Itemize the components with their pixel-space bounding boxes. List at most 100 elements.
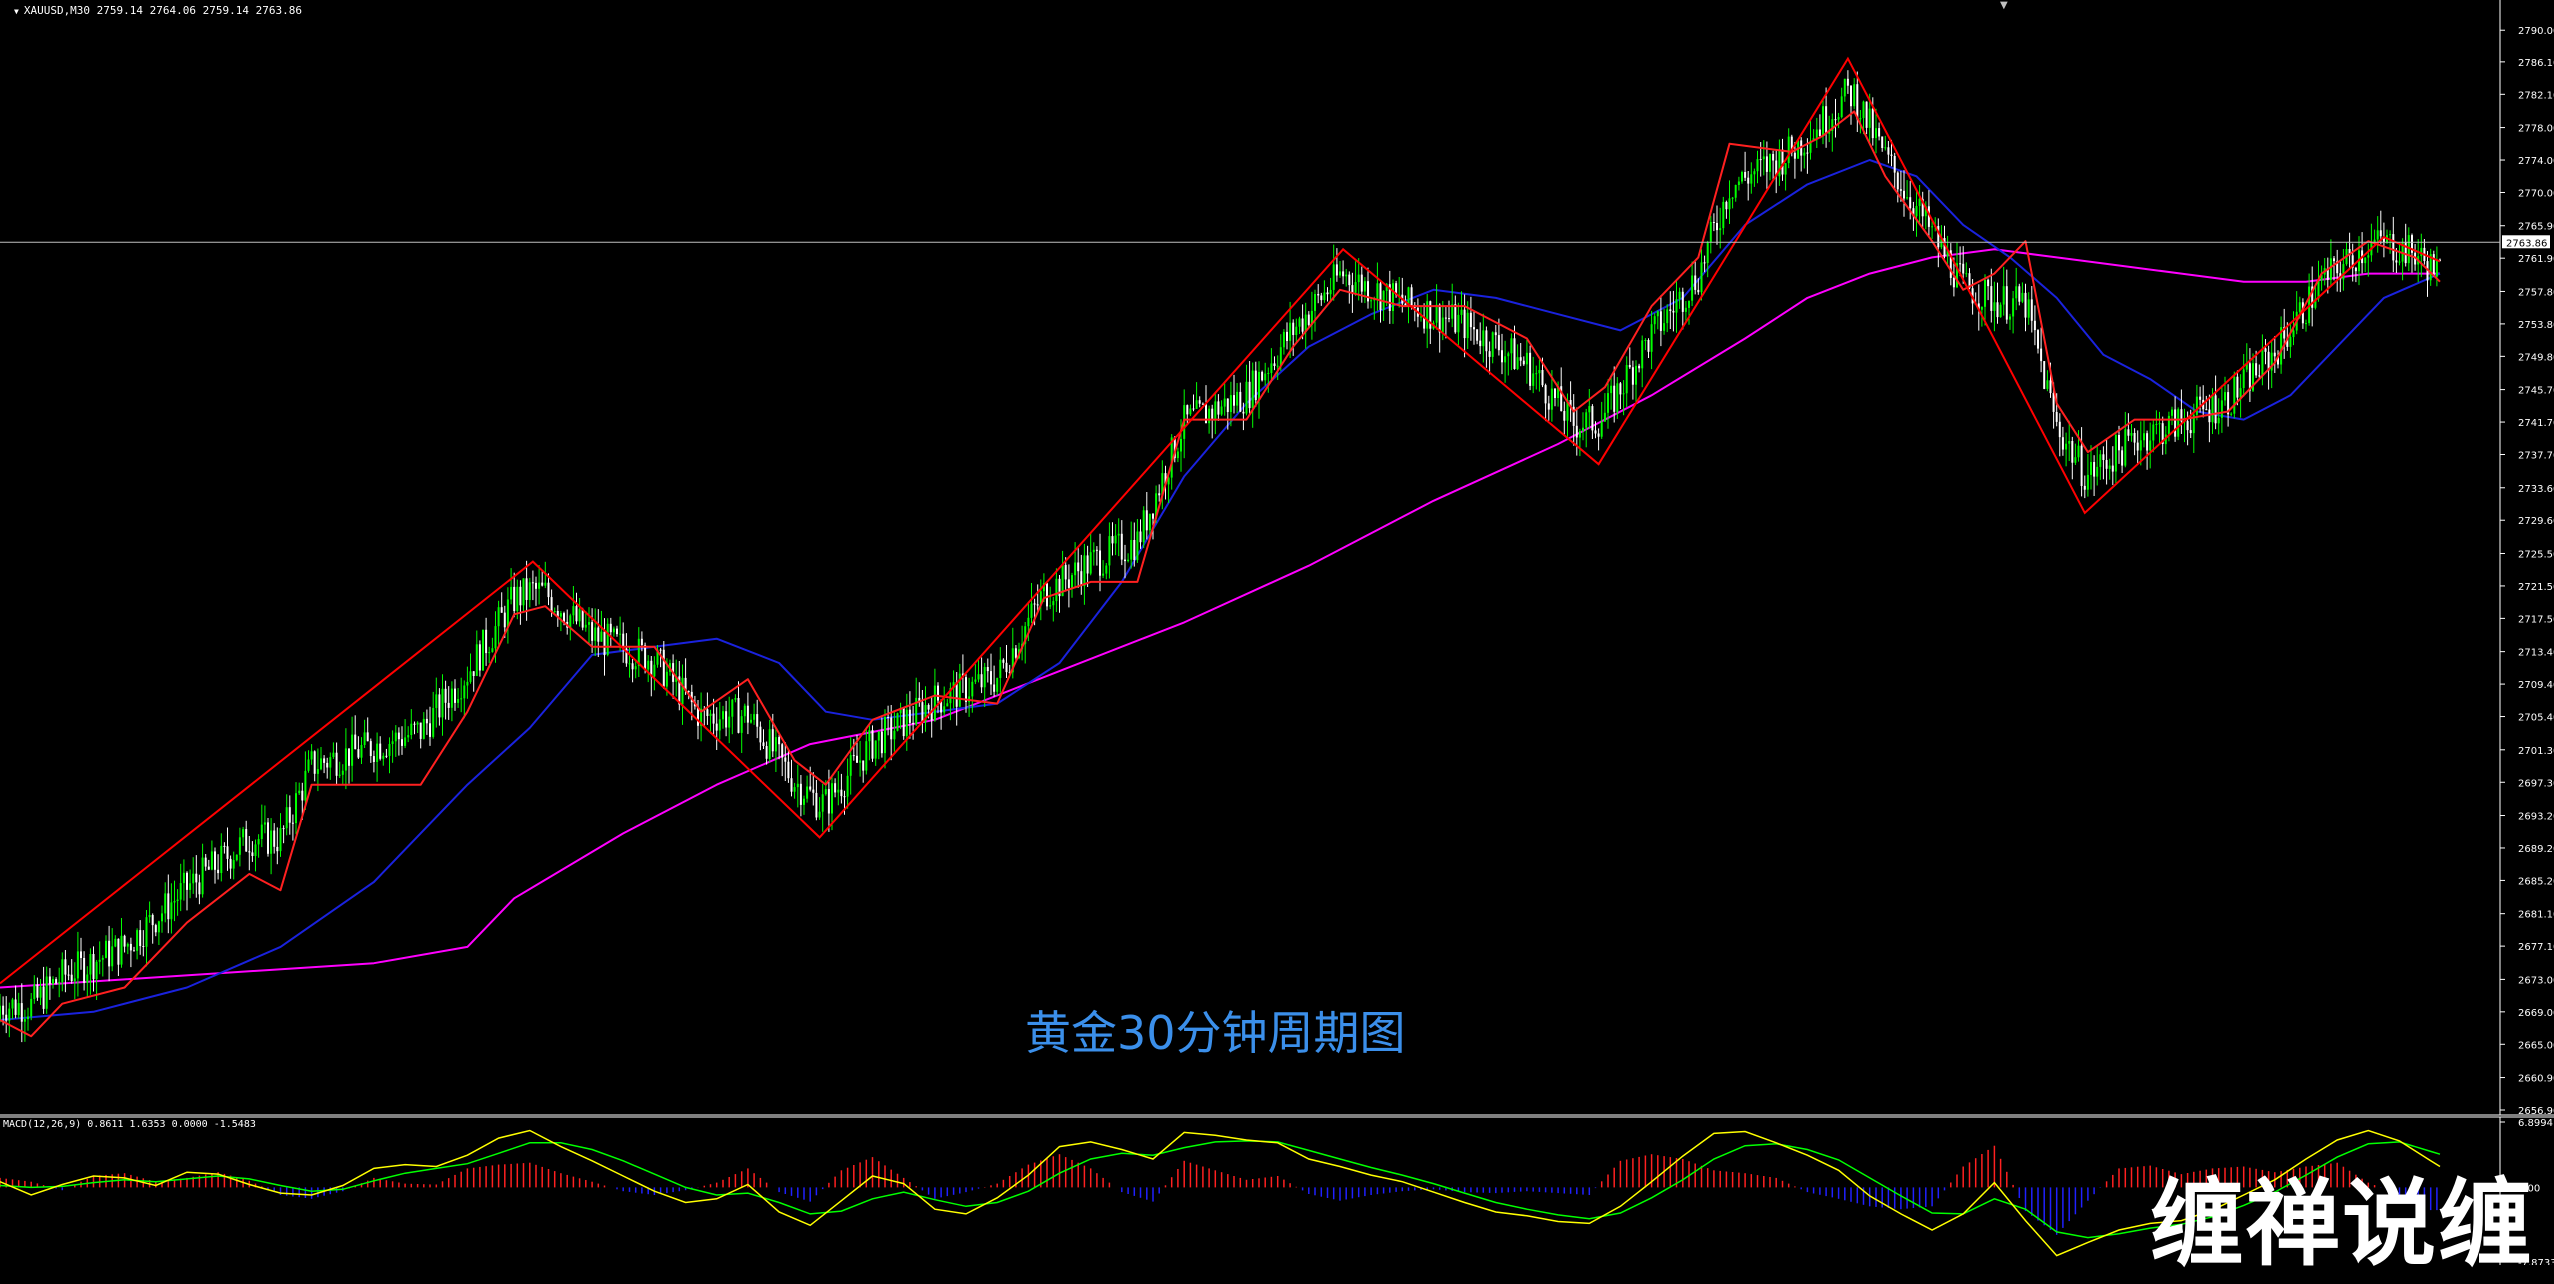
bull-candle-body bbox=[2224, 392, 2226, 401]
bull-candle-body bbox=[2239, 388, 2242, 398]
bull-candle-body bbox=[544, 582, 547, 586]
macd-tick-label: -7.8733 bbox=[2518, 1258, 2554, 1265]
bear-candle-body bbox=[1659, 311, 1662, 331]
bear-candle-body bbox=[2382, 236, 2385, 243]
bull-candle-body bbox=[2270, 352, 2273, 371]
bear-candle-body bbox=[454, 688, 456, 703]
bear-candle-body bbox=[273, 830, 276, 847]
chart-shift-marker-icon[interactable]: ▼ bbox=[2000, 0, 2008, 11]
bear-candle-body bbox=[1522, 360, 1525, 365]
bull-candle-body bbox=[2021, 292, 2024, 302]
bull-candle-body bbox=[1610, 385, 1613, 394]
bull-candle-body bbox=[1868, 108, 1871, 128]
bear-candle-body bbox=[1554, 388, 1556, 398]
bear-candle-body bbox=[1513, 338, 1516, 369]
bull-candle-body bbox=[1946, 250, 1949, 257]
price-tick-label: 2669.00 bbox=[2518, 1008, 2554, 1019]
bear-candle-body bbox=[781, 744, 784, 758]
bear-candle-body bbox=[706, 709, 709, 716]
bull-candle-body bbox=[441, 688, 444, 718]
bear-candle-body bbox=[1086, 555, 1089, 574]
bear-candle-body bbox=[2411, 235, 2413, 253]
bear-candle-body bbox=[2336, 261, 2339, 274]
bull-candle-body bbox=[722, 711, 724, 720]
price-tick-label: 2713.40 bbox=[2518, 648, 2554, 659]
bull-candle-body bbox=[1136, 531, 1139, 561]
bear-candle-body bbox=[1572, 406, 1575, 426]
bear-candle-body bbox=[1036, 604, 1039, 606]
bear-candle-body bbox=[1977, 303, 1980, 310]
bear-candle-body bbox=[167, 893, 170, 920]
price-tick-label: 2757.80 bbox=[2518, 287, 2554, 298]
bear-candle-body bbox=[993, 684, 996, 692]
bull-candle-body bbox=[360, 745, 363, 758]
bull-candle-body bbox=[2068, 441, 2071, 444]
bear-candle-body bbox=[1360, 274, 1363, 292]
bull-candle-body bbox=[89, 954, 92, 975]
bull-candle-body bbox=[634, 666, 637, 670]
bull-candle-body bbox=[2074, 457, 2077, 463]
bull-candle-body bbox=[210, 851, 213, 870]
bull-candle-body bbox=[407, 735, 410, 738]
price-tick-label: 2725.50 bbox=[2518, 549, 2554, 560]
bear-candle-body bbox=[503, 612, 506, 628]
bull-candle-body bbox=[1167, 477, 1170, 485]
bull-candle-body bbox=[999, 659, 1002, 678]
bull-candle-body bbox=[254, 844, 257, 856]
bear-candle-body bbox=[1335, 264, 1338, 276]
bear-candle-body bbox=[2102, 454, 2105, 460]
bear-candle-body bbox=[1444, 317, 1447, 319]
bull-candle-body bbox=[675, 676, 678, 682]
bear-candle-body bbox=[1014, 648, 1017, 658]
bull-candle-body bbox=[665, 671, 668, 687]
bear-candle-body bbox=[1563, 411, 1566, 421]
bull-candle-body bbox=[865, 741, 868, 771]
bear-candle-body bbox=[1261, 371, 1264, 381]
bull-candle-body bbox=[2289, 337, 2292, 347]
price-tick-label: 2709.40 bbox=[2518, 680, 2554, 691]
bull-candle-body bbox=[977, 674, 980, 680]
bear-candle-body bbox=[108, 940, 111, 967]
bear-candle-body bbox=[609, 623, 612, 633]
bear-candle-body bbox=[1943, 238, 1946, 257]
bull-candle-body bbox=[1345, 274, 1348, 277]
bear-candle-body bbox=[765, 746, 768, 759]
bull-candle-body bbox=[1267, 373, 1270, 374]
bull-candle-body bbox=[1731, 197, 1734, 199]
bull-candle-body bbox=[27, 1016, 29, 1020]
bull-candle-body bbox=[320, 758, 322, 770]
bear-candle-body bbox=[597, 627, 600, 642]
macd-header: MACD(12,26,9) 0.8611 1.6353 0.0000 -1.54… bbox=[3, 1119, 256, 1130]
bull-candle-body bbox=[98, 959, 101, 962]
dropdown-triangle-icon[interactable]: ▼ bbox=[14, 7, 19, 16]
bull-candle-body bbox=[1965, 273, 1968, 275]
bear-candle-body bbox=[531, 582, 534, 584]
bull-candle-body bbox=[1482, 330, 1485, 347]
bull-candle-body bbox=[1354, 282, 1357, 293]
bear-candle-body bbox=[1077, 562, 1080, 572]
bear-candle-body bbox=[357, 749, 360, 758]
bull-candle-body bbox=[818, 811, 821, 818]
bear-candle-body bbox=[2264, 348, 2267, 352]
bear-candle-body bbox=[1463, 309, 1466, 339]
bull-candle-body bbox=[329, 757, 332, 768]
bear-candle-body bbox=[207, 866, 210, 870]
bear-candle-body bbox=[55, 979, 58, 984]
bull-candle-body bbox=[2230, 413, 2233, 415]
bull-candle-body bbox=[619, 633, 622, 635]
bear-candle-body bbox=[2379, 230, 2382, 237]
bear-candle-body bbox=[556, 611, 559, 617]
bear-candle-body bbox=[852, 755, 855, 757]
bear-candle-body bbox=[2127, 429, 2130, 436]
bull-candle-body bbox=[161, 913, 163, 922]
bull-candle-body bbox=[1616, 383, 1619, 412]
bear-candle-body bbox=[42, 986, 45, 1009]
bear-candle-body bbox=[697, 706, 699, 726]
price-tick-label: 2693.20 bbox=[2518, 812, 2554, 823]
bull-candle-body bbox=[2167, 415, 2170, 435]
bull-candle-body bbox=[1236, 391, 1239, 406]
bull-candle-body bbox=[2192, 414, 2195, 434]
bull-candle-body bbox=[332, 752, 335, 757]
